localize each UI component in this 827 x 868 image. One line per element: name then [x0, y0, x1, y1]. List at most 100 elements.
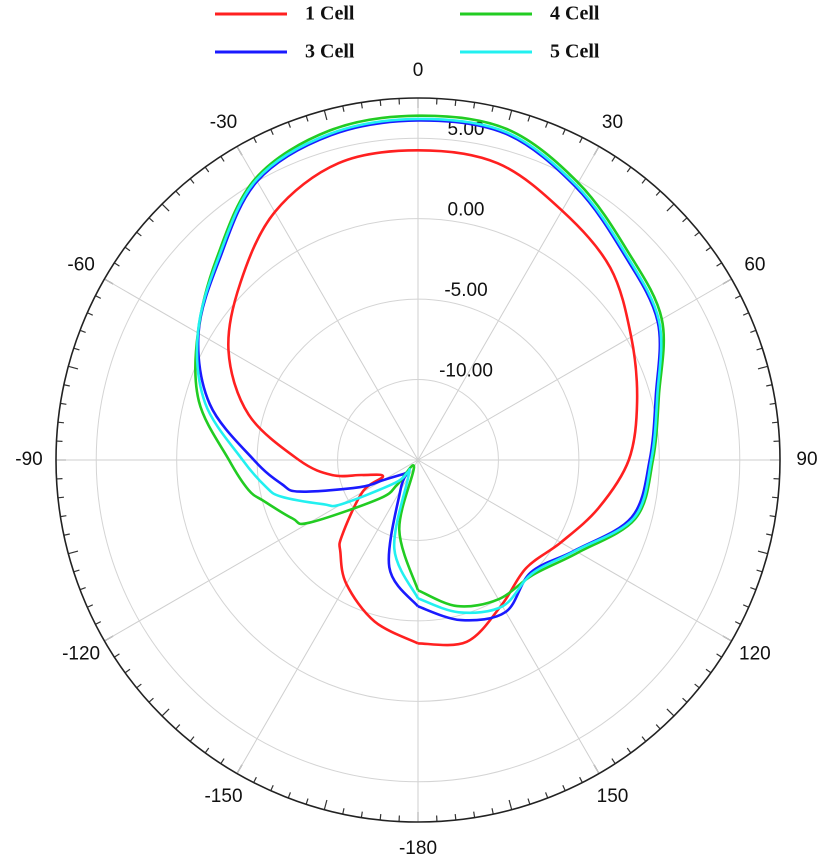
- minor-tick: [305, 115, 309, 122]
- minor-tick: [742, 312, 749, 316]
- minor-tick: [189, 178, 195, 184]
- minor-tick: [161, 203, 170, 212]
- minor-tick: [545, 792, 549, 799]
- minor-tick: [766, 533, 773, 536]
- theta-tick-label: 30: [602, 112, 623, 133]
- minor-tick: [73, 347, 80, 351]
- minor-tick: [79, 329, 86, 333]
- grid-ring: [176, 218, 660, 702]
- minor-tick: [527, 115, 531, 122]
- series-line: [196, 119, 662, 622]
- minor-tick: [491, 105, 494, 112]
- theta-tick-label: -90: [15, 449, 42, 470]
- minor-tick: [253, 137, 257, 144]
- minor-tick: [136, 683, 142, 689]
- minor-tick: [175, 190, 181, 196]
- minor-tick: [641, 736, 647, 742]
- grid-spoke: [236, 146, 419, 461]
- minor-tick: [705, 668, 712, 674]
- minor-tick: [68, 550, 79, 555]
- grid-spoke: [104, 459, 419, 642]
- grid-spoke: [104, 278, 419, 461]
- minor-tick: [742, 604, 749, 608]
- minor-tick: [342, 105, 345, 112]
- minor-tick: [360, 811, 363, 818]
- theta-tick-label: -30: [210, 112, 237, 133]
- minor-tick: [611, 758, 616, 764]
- minor-tick: [626, 747, 632, 754]
- minor-tick: [655, 724, 661, 730]
- theta-tick-label: -60: [67, 255, 94, 276]
- minor-tick: [666, 203, 675, 212]
- minor-tick: [287, 121, 291, 128]
- minor-tick: [655, 190, 661, 196]
- theta-tick-label: 0: [413, 60, 424, 81]
- theta-tick-label: 120: [739, 644, 771, 665]
- minor-tick: [270, 784, 274, 791]
- minor-tick: [287, 792, 291, 799]
- minor-tick: [750, 329, 757, 333]
- minor-tick: [63, 533, 70, 536]
- minor-tick: [79, 587, 86, 591]
- minor-tick: [323, 110, 328, 121]
- minor-tick: [60, 402, 67, 405]
- minor-tick: [454, 99, 457, 107]
- minor-tick: [666, 708, 675, 717]
- minor-tick: [491, 808, 494, 815]
- r-tick-label: -5.00: [444, 280, 487, 301]
- minor-tick: [473, 102, 476, 109]
- minor-tick: [579, 137, 583, 144]
- theta-tick-label: -180: [399, 838, 437, 859]
- minor-tick: [95, 295, 102, 299]
- minor-tick: [87, 312, 94, 316]
- minor-tick: [579, 776, 583, 783]
- minor-tick: [757, 365, 768, 370]
- minor-tick: [342, 808, 345, 815]
- minor-tick: [63, 384, 70, 387]
- minor-tick: [716, 653, 722, 658]
- minor-tick: [756, 347, 763, 351]
- minor-tick: [473, 811, 476, 818]
- minor-tick: [682, 697, 688, 703]
- minor-tick: [360, 102, 363, 109]
- minor-tick: [220, 758, 225, 764]
- minor-tick: [769, 402, 776, 405]
- legend-label: 1 Cell: [305, 3, 355, 25]
- series-line: [195, 117, 663, 615]
- minor-tick: [705, 246, 712, 252]
- minor-tick: [734, 621, 741, 625]
- outer-ring: [55, 97, 781, 823]
- minor-tick: [756, 569, 763, 573]
- minor-tick: [57, 496, 65, 499]
- minor-tick: [148, 217, 154, 223]
- minor-tick: [771, 421, 779, 424]
- minor-tick: [253, 776, 257, 783]
- minor-tick: [124, 246, 131, 252]
- minor-tick: [95, 621, 102, 625]
- minor-tick: [682, 217, 688, 223]
- theta-tick-label: 60: [744, 255, 765, 276]
- minor-tick: [508, 799, 513, 810]
- grid-spoke: [236, 459, 419, 774]
- minor-tick: [545, 121, 549, 128]
- minor-tick: [323, 799, 328, 810]
- minor-tick: [189, 736, 195, 742]
- minor-tick: [73, 569, 80, 573]
- grid-spoke: [417, 278, 732, 461]
- minor-tick: [161, 708, 170, 717]
- minor-tick: [757, 550, 768, 555]
- minor-tick: [57, 421, 65, 424]
- theta-tick-label: 150: [597, 786, 629, 807]
- minor-tick: [562, 129, 566, 136]
- minor-tick: [270, 129, 274, 136]
- legend-label: 3 Cell: [305, 41, 355, 63]
- minor-tick: [641, 178, 647, 184]
- minor-tick: [562, 784, 566, 791]
- grid-ring: [337, 379, 499, 541]
- minor-tick: [766, 384, 773, 387]
- minor-tick: [379, 813, 382, 821]
- minor-tick: [527, 798, 531, 805]
- minor-tick: [204, 747, 210, 754]
- minor-tick: [379, 99, 382, 107]
